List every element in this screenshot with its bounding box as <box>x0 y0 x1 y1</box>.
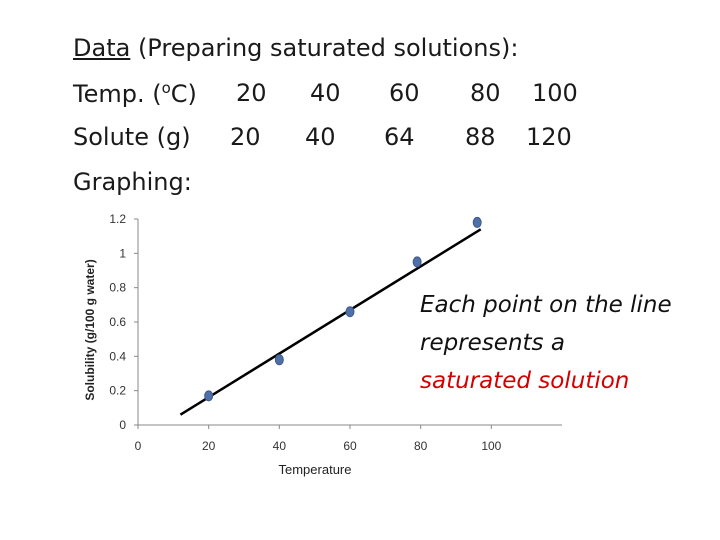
x-tick-label: 100 <box>481 439 501 453</box>
y-tick-label: 0.8 <box>109 281 126 295</box>
data-point <box>274 354 284 366</box>
annotation-highlight: saturated solution <box>420 368 630 394</box>
data-heading: Data (Preparing saturated solutions): <box>73 34 518 62</box>
temp-value: 80 <box>470 79 501 107</box>
solute-value: 20 <box>230 123 261 151</box>
y-tick-label: 0.6 <box>109 315 126 329</box>
data-heading-rest: (Preparing saturated solutions): <box>130 34 519 62</box>
annotation-line: Each point on the line <box>420 292 672 318</box>
solute-value: 120 <box>526 123 572 151</box>
annotation: Each point on the line represents a satu… <box>420 286 672 400</box>
y-tick-label: 0.4 <box>109 349 126 363</box>
data-point <box>412 256 422 268</box>
y-tick-label: 1 <box>119 246 126 260</box>
data-heading-underlined: Data <box>73 34 131 62</box>
x-tick-label: 80 <box>414 439 428 453</box>
temp-label-post: C) <box>170 80 197 108</box>
x-tick-label: 20 <box>202 439 216 453</box>
solute-value: 64 <box>384 123 415 151</box>
x-tick-label: 0 <box>135 439 142 453</box>
trendline <box>179 228 482 416</box>
temp-value: 40 <box>310 79 341 107</box>
y-tick-label: 1.2 <box>109 212 126 226</box>
solute-value: 40 <box>305 123 336 151</box>
annotation-line: represents a <box>420 330 565 356</box>
x-tick-label: 40 <box>273 439 287 453</box>
temp-value: 100 <box>532 79 578 107</box>
temp-value: 60 <box>389 79 420 107</box>
y-tick-label: 0 <box>119 418 126 432</box>
solute-value: 88 <box>465 123 496 151</box>
x-tick-label: 60 <box>343 439 357 453</box>
data-point <box>345 306 355 318</box>
y-axis-label: Solubility (g/100 g water) <box>83 259 97 400</box>
temp-label-degree: o <box>161 79 171 97</box>
graphing-label: Graphing: <box>73 168 192 196</box>
data-point <box>472 216 482 228</box>
solute-row-label: Solute (g) <box>73 123 191 151</box>
temp-label-pre: Temp. ( <box>73 80 162 108</box>
data-point <box>204 390 214 402</box>
y-tick-label: 0.2 <box>109 384 126 398</box>
x-axis-label: Temperature <box>279 462 352 477</box>
temp-row-label: Temp. (oC) <box>73 79 197 108</box>
temp-value: 20 <box>236 79 267 107</box>
